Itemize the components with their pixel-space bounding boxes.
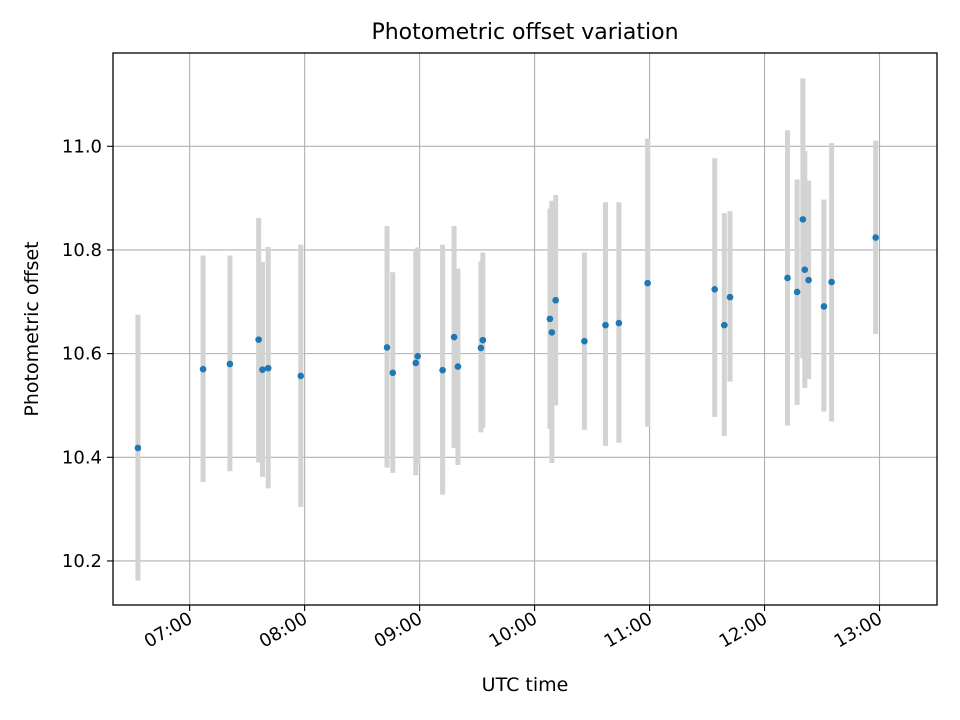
data-point [548,329,556,336]
data-point [793,288,801,296]
data-point [602,321,609,329]
data-point [801,266,809,273]
data-point [726,293,734,301]
data-point [389,369,397,377]
y-tick-label: 10.6 [62,344,102,365]
data-point [226,360,234,368]
data-point [820,303,828,310]
data-point [454,363,462,370]
data-point [477,344,485,352]
data-point [799,216,807,223]
data-point [615,319,623,327]
data-point [872,234,879,241]
data-point [581,337,588,345]
y-axis-label: Photometric offset [21,241,43,416]
data-point [805,276,812,284]
data-point [264,364,272,372]
data-point [720,321,728,329]
y-tick-label: 11.0 [62,136,102,157]
chart-title: Photometric offset variation [371,20,678,45]
data-point [255,336,262,343]
data-point [711,286,719,293]
y-tick-label: 10.2 [62,551,102,572]
data-point [134,444,142,452]
data-point [412,359,420,367]
data-point [644,279,651,287]
data-point [546,315,554,323]
data-points [134,216,879,452]
data-point [784,274,791,282]
data-point [552,296,559,304]
axes-frame [112,52,938,606]
data-point [414,352,421,360]
data-point [259,366,266,373]
data-point [450,333,458,341]
data-point [828,278,835,286]
y-tick-label: 10.8 [62,240,102,261]
data-point [479,336,487,344]
data-point [199,365,207,373]
data-point [383,344,391,351]
data-point [297,372,305,380]
data-point [439,366,446,374]
y-tick-label: 10.4 [62,447,102,468]
x-axis-label: UTC time [482,674,569,696]
